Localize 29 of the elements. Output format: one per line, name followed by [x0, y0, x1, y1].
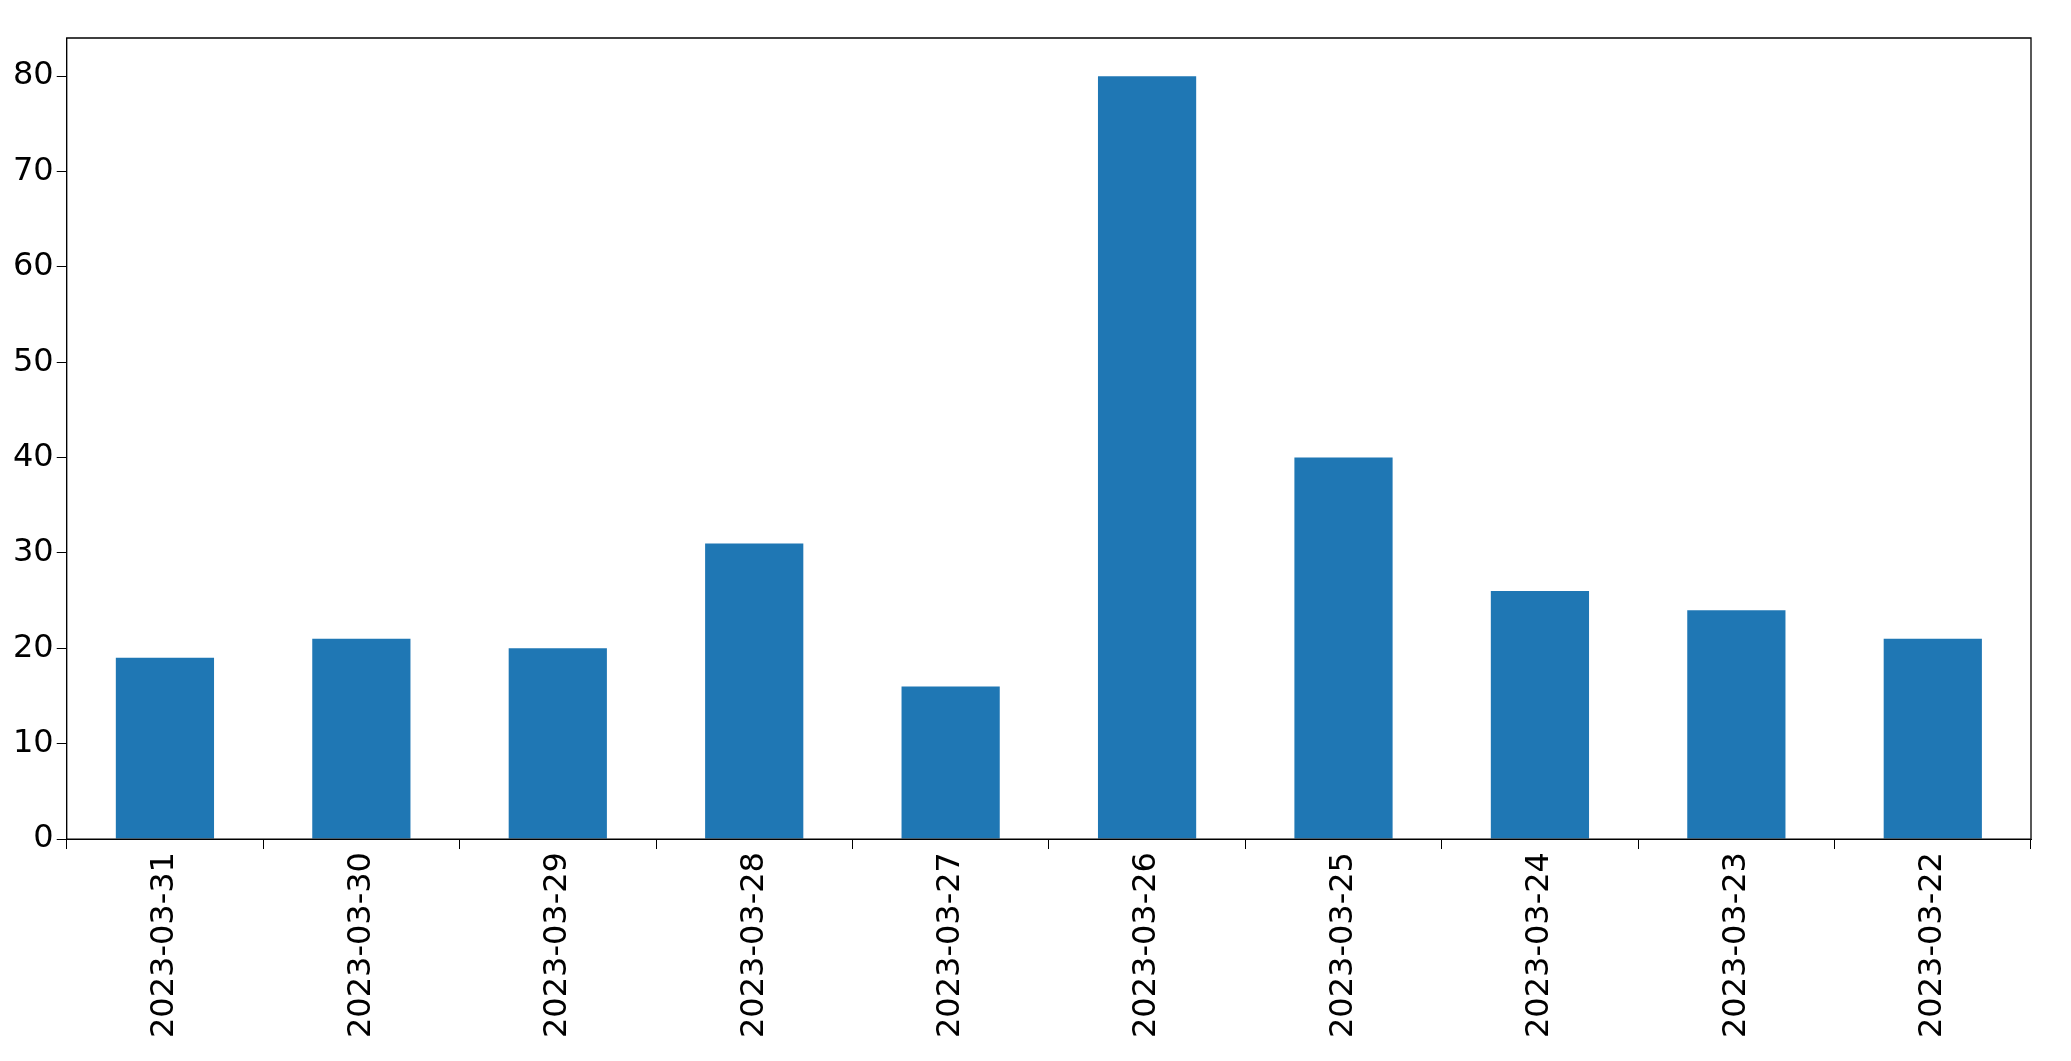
y-tick-label: 50: [13, 340, 54, 379]
y-tick-label: 30: [13, 531, 54, 570]
bar: [312, 638, 411, 839]
bar: [901, 686, 1000, 839]
bar: [1883, 638, 1982, 839]
bar: [1097, 76, 1197, 839]
x-tick-label: 2023-03-23: [1714, 852, 1753, 1038]
bar: [1294, 457, 1393, 839]
y-tick-label: 40: [13, 435, 54, 474]
x-tick-label: 2023-03-28: [732, 852, 771, 1038]
x-tick-label: 2023-03-24: [1518, 852, 1557, 1038]
bar: [1687, 610, 1786, 839]
y-tick-label: 80: [13, 54, 54, 93]
x-tick-label: 2023-03-30: [339, 852, 378, 1038]
bar: [115, 657, 215, 839]
bar: [508, 648, 607, 839]
y-tick-label: 70: [13, 149, 54, 188]
x-tick-label: 2023-03-31: [143, 852, 182, 1038]
x-tick-label: 2023-03-29: [536, 852, 575, 1038]
bar: [705, 543, 804, 839]
x-tick-label: 2023-03-26: [1125, 852, 1164, 1038]
bar: [1490, 591, 1590, 839]
x-tick-label: 2023-03-22: [1911, 852, 1950, 1038]
x-tick-label: 2023-03-27: [928, 852, 967, 1038]
y-tick-label: 20: [13, 626, 54, 665]
x-tick-label: 2023-03-25: [1321, 852, 1360, 1038]
y-tick-label: 0: [33, 817, 54, 856]
y-tick-label: 60: [13, 245, 54, 284]
y-tick-label: 10: [13, 721, 54, 760]
